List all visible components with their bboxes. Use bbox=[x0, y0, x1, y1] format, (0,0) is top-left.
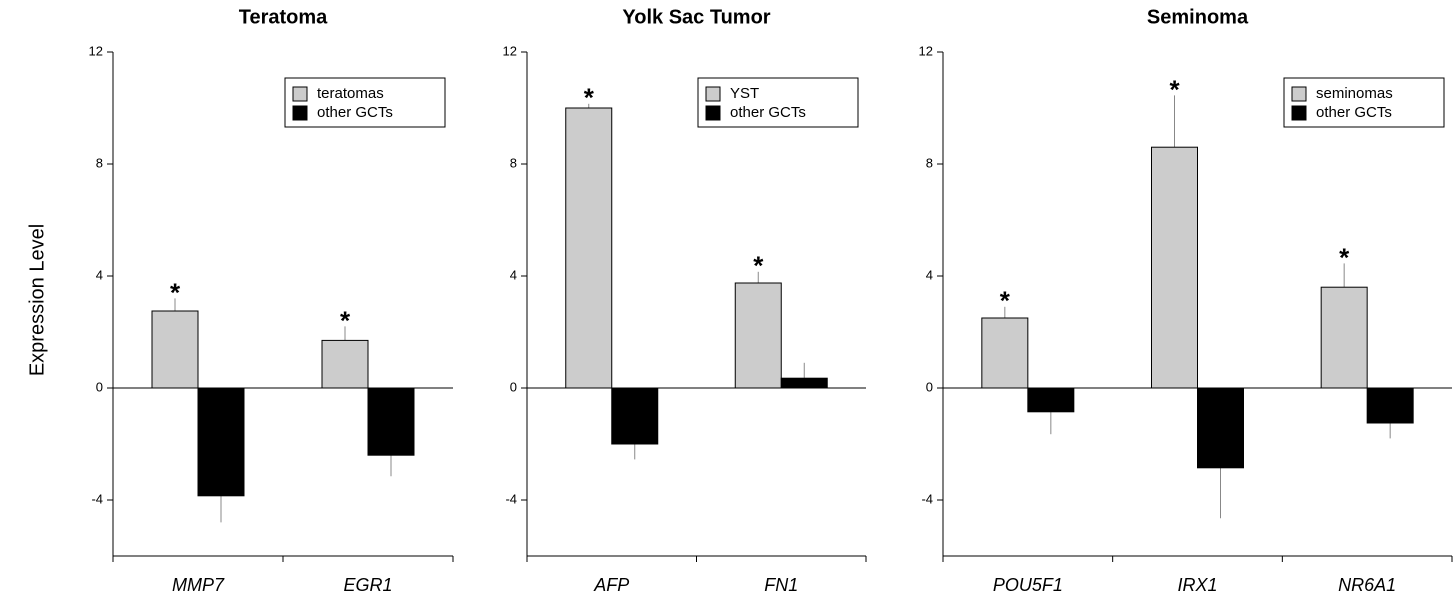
legend-label: other GCTs bbox=[317, 104, 393, 121]
bar bbox=[565, 107, 613, 389]
significance-marker: * bbox=[1169, 74, 1180, 104]
x-tick-label: FN1 bbox=[764, 575, 798, 595]
y-tick-label: 8 bbox=[926, 155, 933, 170]
y-tick-label: 0 bbox=[96, 379, 103, 394]
bar bbox=[1151, 146, 1198, 389]
legend-label: other GCTs bbox=[1316, 104, 1392, 121]
y-tick-label: 12 bbox=[89, 43, 103, 58]
significance-marker: * bbox=[584, 83, 595, 113]
legend-box bbox=[284, 77, 446, 128]
y-tick-label: 4 bbox=[96, 267, 103, 282]
significance-marker: * bbox=[753, 251, 764, 281]
legend-label: other GCTs bbox=[730, 104, 806, 121]
bar bbox=[1366, 387, 1414, 424]
chart-title: Teratoma bbox=[239, 6, 328, 28]
legend-label: teratomas bbox=[317, 85, 384, 102]
legend-label: YST bbox=[730, 85, 759, 102]
x-tick-label: IRX1 bbox=[1177, 575, 1217, 595]
y-tick-label: 0 bbox=[510, 379, 517, 394]
bar bbox=[367, 387, 415, 456]
bar bbox=[1197, 387, 1244, 469]
y-tick-label: 4 bbox=[926, 267, 933, 282]
significance-marker: * bbox=[1000, 286, 1011, 316]
y-tick-label: -4 bbox=[505, 491, 517, 506]
legend-label: seminomas bbox=[1316, 85, 1393, 102]
bar bbox=[1027, 387, 1075, 413]
x-tick-label: MMP7 bbox=[172, 575, 225, 595]
bar bbox=[321, 339, 369, 389]
legend-swatch bbox=[292, 86, 308, 102]
y-tick-label: 12 bbox=[503, 43, 517, 58]
bar bbox=[611, 387, 659, 445]
legend-swatch bbox=[292, 105, 308, 121]
chart-title: Seminoma bbox=[1147, 6, 1249, 28]
x-tick-label: NR6A1 bbox=[1338, 575, 1396, 595]
y-tick-label: 12 bbox=[919, 43, 933, 58]
legend-box bbox=[1283, 77, 1445, 128]
chart-title: Yolk Sac Tumor bbox=[622, 6, 770, 28]
y-tick-label: 8 bbox=[510, 155, 517, 170]
significance-marker: * bbox=[1339, 242, 1350, 272]
legend-box bbox=[697, 77, 859, 128]
x-tick-label: EGR1 bbox=[343, 575, 392, 595]
y-tick-label: 8 bbox=[96, 155, 103, 170]
legend-swatch bbox=[705, 105, 721, 121]
y-axis-label: Expression Level bbox=[26, 224, 48, 376]
bar bbox=[197, 387, 245, 497]
legend-swatch bbox=[705, 86, 721, 102]
x-tick-label: POU5F1 bbox=[993, 575, 1063, 595]
y-tick-label: -4 bbox=[91, 491, 103, 506]
legend-swatch bbox=[1291, 86, 1307, 102]
significance-marker: * bbox=[340, 305, 351, 335]
legend-swatch bbox=[1291, 105, 1307, 121]
bar bbox=[151, 310, 199, 389]
significance-marker: * bbox=[170, 277, 181, 307]
bar bbox=[780, 377, 828, 389]
bar bbox=[981, 317, 1029, 389]
x-tick-label: AFP bbox=[593, 575, 629, 595]
bar bbox=[734, 282, 782, 389]
y-tick-label: -4 bbox=[921, 491, 933, 506]
bar bbox=[1320, 286, 1368, 389]
y-tick-label: 0 bbox=[926, 379, 933, 394]
y-tick-label: 4 bbox=[510, 267, 517, 282]
